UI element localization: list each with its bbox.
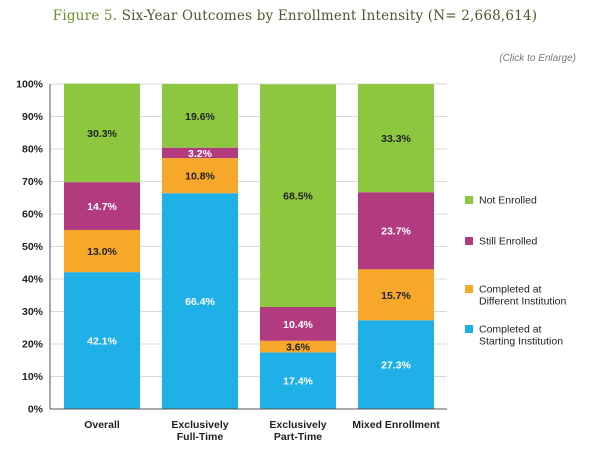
x-tick-label: Part-Time [274, 431, 322, 443]
x-tick-label: Exclusively [171, 419, 228, 431]
y-tick-label: 60% [22, 209, 44, 221]
figure-label: Figure 5. [52, 8, 118, 24]
legend-label: Completed at [479, 324, 542, 336]
data-label: 30.3% [87, 128, 117, 140]
legend-swatch [465, 325, 473, 333]
bar-segment [260, 352, 336, 409]
bars: 42.1% 13.0% 14.7% 30.3% 66.4% 10.8% 3.2% 19.6% 1… [64, 83, 434, 409]
y-axis-tick-labels: 0% 10% 20% 30% 40% 50% 60% 70% 80% 90% 100% [16, 79, 44, 416]
data-label: 33.3% [381, 133, 411, 145]
y-tick-label: 10% [22, 371, 44, 383]
x-tick-label: Overall [84, 419, 120, 431]
legend-swatch [465, 196, 473, 204]
data-label: 27.3% [381, 360, 411, 372]
bar-segment [64, 182, 140, 230]
legend-label: Starting Institution [479, 336, 563, 348]
bar-segment [64, 229, 140, 273]
bar-segment [260, 306, 336, 341]
data-label: 68.5% [283, 191, 313, 203]
figure-title-text: Six-Year Outcomes by Enrollment Intensit… [121, 8, 538, 24]
data-label: 66.4% [185, 296, 215, 308]
axes [49, 84, 447, 410]
bar-segment [358, 84, 434, 193]
data-label: 3.2% [188, 148, 213, 160]
data-label: 14.7% [87, 201, 117, 213]
legend-label: Different Institution [479, 296, 567, 308]
x-axis-category-labels: Overall ExclusivelyFull-TimeExclusivelyPa… [84, 419, 440, 443]
legend-swatch [465, 285, 473, 293]
y-tick-label: 90% [22, 111, 44, 123]
data-label: 10.4% [283, 319, 313, 331]
bar-segment [162, 158, 238, 194]
y-tick-label: 50% [22, 241, 44, 253]
bar-segment [260, 84, 336, 307]
bar-segment [358, 192, 434, 270]
bar-segment [162, 193, 238, 409]
bar-segment [162, 84, 238, 148]
y-tick-label: 80% [22, 144, 44, 156]
click-to-enlarge-link[interactable]: (Click to Enlarge) [499, 53, 576, 64]
data-label: 10.8% [185, 171, 215, 183]
data-label: 13.0% [87, 246, 117, 258]
x-tick-label: Mixed Enrollment [352, 419, 440, 431]
x-tick-label: Full-Time [177, 431, 224, 443]
bar-segment [64, 272, 140, 409]
legend-label: Still Enrolled [479, 236, 538, 248]
bar-segment [358, 269, 434, 321]
data-label: 23.7% [381, 226, 411, 238]
y-tick-label: 40% [22, 274, 44, 286]
data-label: 17.4% [283, 376, 313, 388]
y-tick-label: 0% [28, 404, 44, 416]
bar-segment [64, 83, 140, 183]
y-tick-label: 20% [22, 339, 44, 351]
x-tick-label: Exclusively [269, 419, 326, 431]
data-label: 15.7% [381, 290, 411, 302]
bar-segment [260, 340, 336, 353]
bar-segment [162, 147, 238, 159]
y-tick-label: 70% [22, 176, 44, 188]
legend-swatch [465, 237, 473, 245]
figure-title: Figure 5. Six-Year Outcomes by Enrollmen… [0, 8, 590, 24]
y-tick-label: 100% [16, 79, 44, 91]
data-label: 19.6% [185, 111, 215, 123]
data-label: 42.1% [87, 336, 117, 348]
legend-label: Completed at [479, 284, 542, 296]
legend-label: Not Enrolled [479, 195, 537, 207]
bar-segment [358, 320, 434, 409]
y-tick-label: 30% [22, 306, 44, 318]
data-label: 3.6% [286, 342, 311, 354]
